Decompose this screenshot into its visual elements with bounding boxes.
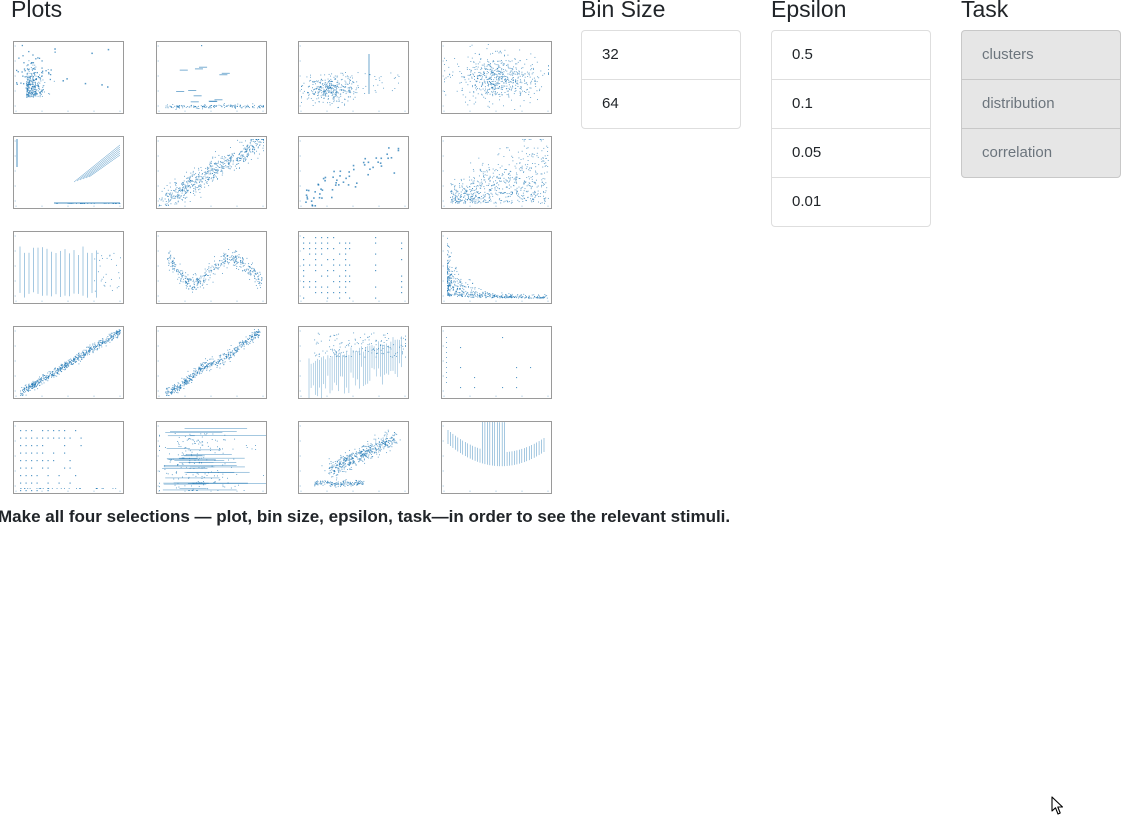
plot-thumbnail-3[interactable] [298, 41, 410, 114]
pattern-sparse-grid [442, 330, 549, 397]
plot-thumbnail-4[interactable] [441, 41, 553, 114]
task-option-distribution[interactable]: distribution [962, 79, 1120, 128]
bin-size-option-64[interactable]: 64 [582, 79, 740, 128]
plot-thumbnail-17[interactable] [13, 421, 124, 494]
plot-thumbnail-13[interactable] [13, 326, 124, 399]
plot-thumbnail-9[interactable] [13, 231, 124, 304]
plot-thumbnail-7[interactable] [298, 136, 410, 209]
pattern-thin-diagonal [14, 329, 121, 397]
plot-thumbnail-11[interactable] [298, 231, 410, 304]
plot-thumbnail-1[interactable] [13, 41, 124, 114]
epsilon-option-0-05[interactable]: 0.05 [772, 128, 930, 177]
plot-thumbnail-10[interactable] [155, 231, 267, 304]
pattern-decay-curve [442, 235, 549, 302]
plot-thumbnail-19[interactable] [298, 421, 410, 494]
pattern-diagonal-lines [14, 139, 121, 207]
pattern-rising-stripes [299, 330, 407, 398]
plot-thumbnail-20[interactable] [441, 421, 553, 494]
plot-thumbnail-14[interactable] [155, 326, 267, 399]
pattern-wavy-band [157, 235, 263, 302]
instructions-text: Make all four selections — plot, bin siz… [0, 507, 731, 526]
pattern-wedge-cloud [442, 139, 549, 207]
pattern-blob-with-spike [299, 45, 406, 112]
plot-thumbnail-15[interactable] [298, 326, 410, 399]
task-title: Task [961, 0, 1009, 22]
task-list: clusters distribution correlation [961, 30, 1121, 178]
pattern-linear-cloud [157, 139, 264, 207]
mouse-pointer-icon [1051, 796, 1065, 821]
pattern-curved-diagonal [157, 329, 263, 397]
plot-thumbnail-8[interactable] [441, 136, 553, 209]
task-option-correlation[interactable]: correlation [962, 128, 1120, 177]
epsilon-option-0-1[interactable]: 0.1 [772, 79, 930, 128]
pattern-horizontal-bands [157, 45, 264, 112]
plot-thumbnail-2[interactable] [155, 41, 267, 114]
pattern-dotted-grid [14, 425, 121, 492]
epsilon-option-0-01[interactable]: 0.01 [772, 177, 930, 226]
pattern-horizontal-streaks [157, 425, 266, 492]
task-option-clusters[interactable]: clusters [982, 46, 1034, 63]
plot-thumbnail-16[interactable] [441, 326, 553, 399]
pattern-grid-dots [299, 235, 406, 302]
epsilon-title: Epsilon [771, 0, 847, 22]
pattern-u-shape [442, 422, 549, 492]
bin-size-list: 32 64 [581, 30, 741, 129]
plot-thumbnail-12[interactable] [441, 231, 553, 304]
pattern-gaussian-cloud [442, 44, 549, 112]
pattern-sparse-scatter [299, 140, 406, 207]
pattern-two-clusters [299, 425, 406, 492]
epsilon-list: 0.5 0.1 0.05 0.01 [771, 30, 931, 227]
plot-thumbnail-6[interactable] [155, 136, 267, 209]
bin-size-option-32[interactable]: 32 [602, 46, 619, 63]
plot-thumbnail-5[interactable] [13, 136, 124, 209]
bin-size-title: Bin Size [581, 0, 666, 22]
plots-title: Plots [11, 0, 63, 22]
pattern-vertical-stripes [14, 235, 121, 302]
epsilon-option-0-5[interactable]: 0.5 [792, 46, 813, 63]
pattern-cluster-blobs [14, 44, 121, 112]
plot-thumbnail-18[interactable] [155, 421, 267, 494]
